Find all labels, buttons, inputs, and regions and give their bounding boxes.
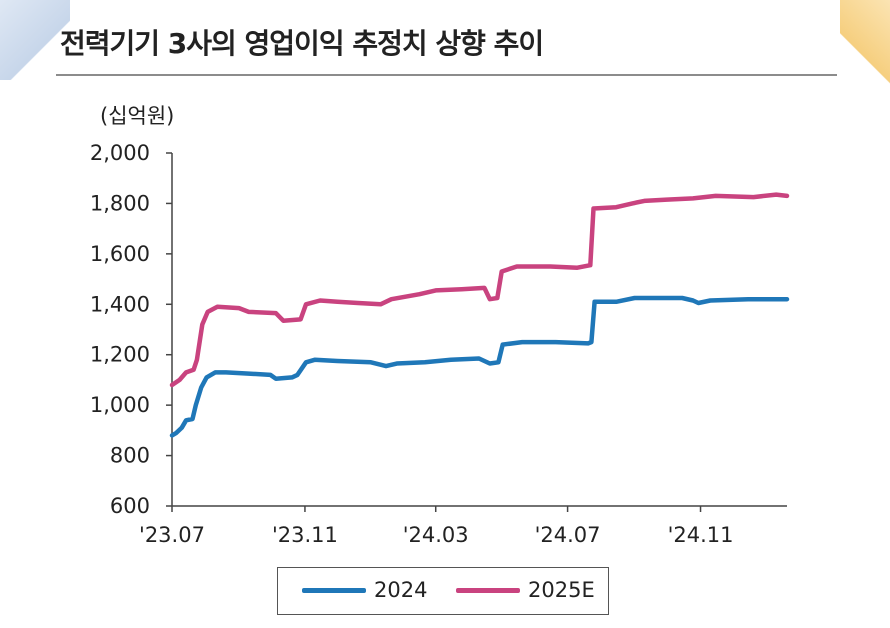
y-tick-label: 1,800	[90, 191, 150, 215]
chart-legend: 2024 2025E	[277, 567, 609, 615]
chart-title: 전력기기 3사의 영업이익 추정치 상향 추이	[60, 27, 544, 60]
corner-decoration-right	[840, 0, 890, 100]
legend-swatch-2024	[302, 587, 366, 593]
y-tick-label: 600	[110, 494, 150, 518]
x-tick-label: '24.11	[668, 523, 734, 547]
y-tick-label: 1,600	[90, 242, 150, 266]
legend-label-2024: 2024	[374, 578, 428, 602]
legend-swatch-2025e	[456, 587, 520, 593]
x-tick-label: '23.07	[139, 523, 205, 547]
x-tick-label: '24.03	[403, 523, 469, 547]
y-tick-label: 1,200	[90, 343, 150, 367]
y-axis-unit-label: (십억원)	[100, 104, 175, 128]
legend-item-2025e: 2025E	[456, 578, 595, 602]
y-tick-label: 1,000	[90, 393, 150, 417]
y-tick-label: 1,400	[90, 292, 150, 316]
legend-item-2024: 2024	[302, 578, 427, 602]
y-tick-label: 2,000	[90, 141, 150, 165]
title-divider	[56, 74, 837, 76]
corner-decoration-left	[0, 0, 70, 80]
series-line-2025e	[169, 192, 790, 388]
x-tick-label: '23.11	[272, 523, 338, 547]
legend-label-2025e: 2025E	[528, 578, 595, 602]
series-line-2024	[169, 295, 790, 438]
x-tick-label: '24.07	[535, 523, 601, 547]
chart-series	[169, 192, 790, 438]
chart-axes: 600 800 1,000 1,200 1,400 1,600 1,800 2,000 '23.…	[90, 141, 787, 547]
y-tick-label: 800	[110, 444, 150, 468]
